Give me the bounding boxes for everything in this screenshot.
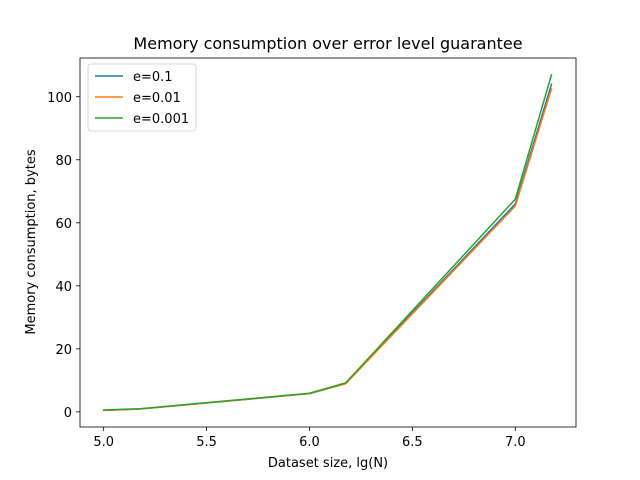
series-line-2 <box>102 73 553 411</box>
x-tick-label: 6.5 <box>402 435 423 450</box>
y-tick-label: 40 <box>55 280 72 295</box>
y-tick-label: 60 <box>55 217 72 232</box>
y-axis-label: Memory consumption, bytes <box>24 149 39 334</box>
plot-area: 5.0 5.5 6.0 6.5 7.0 0 20 40 60 80 100 <box>47 57 577 450</box>
chart-title: Memory consumption over error level guar… <box>133 34 522 53</box>
x-tick-label: 5.0 <box>93 435 114 450</box>
x-tick-label: 6.0 <box>299 435 320 450</box>
x-tick-label: 7.0 <box>505 435 526 450</box>
legend-box <box>87 63 197 132</box>
x-axis-label: Dataset size, lg(N) <box>268 456 388 471</box>
legend-label-1: e=0.01 <box>133 91 181 106</box>
y-tick-label: 100 <box>47 91 72 106</box>
legend-label-0: e=0.1 <box>133 70 173 85</box>
y-tick-label: 20 <box>55 343 72 358</box>
y-tick-label: 80 <box>55 154 72 169</box>
legend: e=0.1 e=0.01 e=0.001 <box>87 63 197 132</box>
legend-label-2: e=0.001 <box>133 112 189 127</box>
x-tick-label: 5.5 <box>196 435 217 450</box>
y-tick-label: 0 <box>64 406 72 421</box>
axes-frame <box>79 57 577 428</box>
